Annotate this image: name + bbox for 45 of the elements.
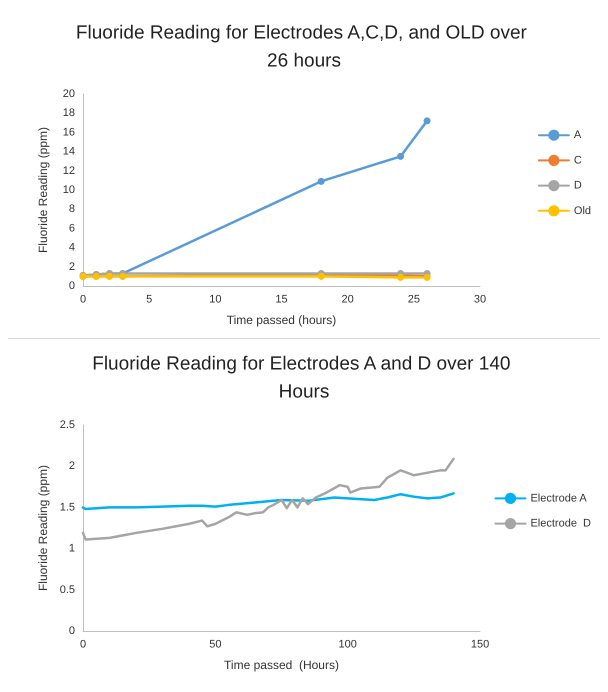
y-tick-label: 0 [68,625,75,637]
y-tick-label: 1.5 [60,501,75,514]
y-tick-label: 6 [68,222,75,234]
chart-title: Fluoride Reading for Electrodes A and D over 140 Hours [92,354,516,402]
y-tick-label: 8 [68,203,75,216]
x-tick-label: 0 [80,294,86,306]
x-tick-label: 5 [146,294,152,306]
x-tick-label: 25 [408,294,420,306]
y-tick-label: 10 [62,184,75,196]
y-tick-label: 2.5 [60,419,75,431]
legend-label: Electrode D [530,518,592,530]
x-tick-label: 30 [474,294,486,306]
point [397,152,404,160]
point [318,178,325,185]
x-tick-label: 15 [275,294,288,306]
x-tick-label: 150 [470,638,490,650]
chart-title: Fluoride Reading for Electrodes A,C,D, and OLD over 26 hours [76,22,532,72]
x-axis-title: Time passed (hours) [226,313,336,327]
y-axis-title: Fluoride Reading (ppm) [36,464,50,592]
line-series [82,458,455,541]
y-tick-label: 0.5 [60,584,75,596]
legend-label: D [574,180,582,192]
x-tick-label: 10 [209,294,222,306]
y-tick-label: 20 [62,88,75,100]
legend-label: Electrode A [530,492,588,504]
y-tick-label: 4 [68,242,75,254]
y-tick-label: 1 [68,542,75,555]
x-tick-label: 100 [338,638,357,650]
legend-label: Old [574,204,592,217]
x-axis-title: Time passed (Hours) [224,658,339,672]
y-tick-label: 2 [68,460,75,472]
point [424,117,431,124]
y-tick-label: 14 [62,146,75,158]
x-tick-label: 20 [342,294,354,306]
y-tick-label: 12 [62,164,75,177]
legend-label: C [574,154,582,166]
y-tick-label: 18 [62,107,75,120]
y-tick-label: 16 [62,126,75,138]
x-tick-label: 50 [209,638,222,650]
line-series [82,492,455,510]
y-tick-label: 2 [68,260,75,273]
y-tick-label: 0 [68,280,75,292]
y-axis-title: Fluoride Reading (ppm) [36,126,50,254]
x-tick-label: 0 [80,638,86,650]
legend-label: A [574,129,582,142]
